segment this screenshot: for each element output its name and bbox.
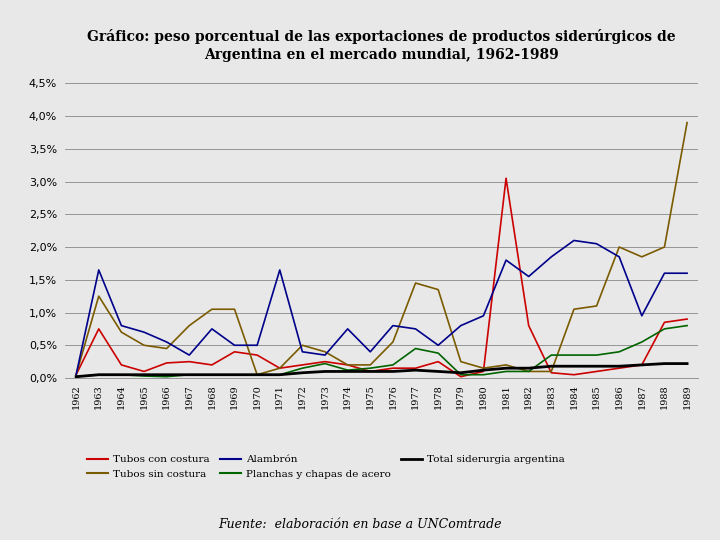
Title: Gráfico: peso porcentual de las exportaciones de productos siderúrgicos de
Argen: Gráfico: peso porcentual de las exportac… (87, 29, 676, 62)
Text: Fuente:  elaboración en base a UNComtrade: Fuente: elaboración en base a UNComtrade (218, 518, 502, 531)
Legend: Tubos con costura, Tubos sin costura, Alambrón, Planchas y chapas de acero, Tota: Tubos con costura, Tubos sin costura, Al… (83, 451, 570, 483)
